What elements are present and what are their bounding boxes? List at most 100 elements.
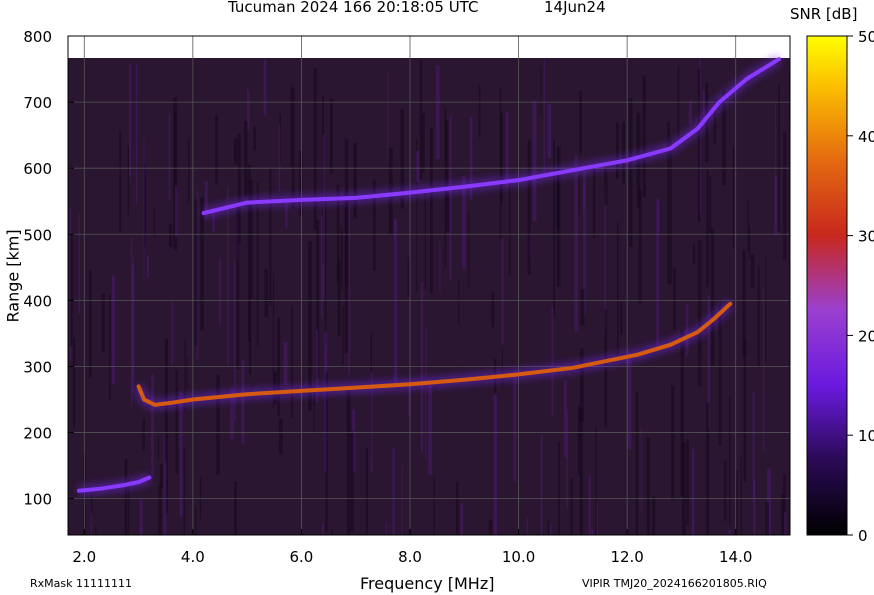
noise-streak — [73, 337, 76, 428]
noise-streak — [422, 113, 425, 173]
noise-streak — [748, 226, 751, 260]
noise-streak — [95, 525, 97, 535]
noise-streak — [556, 169, 560, 230]
noise-streak — [337, 259, 341, 336]
noise-streak — [420, 282, 424, 453]
noise-streak — [718, 303, 722, 447]
noise-layer — [68, 36, 791, 535]
noise-streak — [90, 492, 93, 513]
noise-streak — [526, 517, 529, 535]
noise-streak — [729, 396, 731, 525]
noise-streak — [416, 138, 418, 292]
noise-streak — [322, 133, 325, 302]
noise-streak — [372, 179, 376, 271]
noise-streak — [558, 442, 560, 535]
noise-streak — [657, 201, 659, 232]
noise-streak — [241, 360, 245, 444]
noise-streak — [168, 224, 173, 247]
noise-streak — [70, 234, 73, 347]
noise-streak — [233, 481, 237, 535]
traces — [76, 54, 782, 496]
noise-streak — [230, 388, 234, 441]
noise-streak — [212, 208, 216, 232]
noise-streak — [435, 65, 440, 160]
trace-line — [201, 57, 782, 216]
noise-streak — [579, 348, 584, 422]
noise-streak — [133, 254, 135, 384]
noise-streak — [788, 69, 791, 126]
colorbar-tick-label: 20 — [858, 327, 874, 345]
noise-streak — [88, 269, 92, 378]
noise-streak — [628, 97, 633, 247]
noise-streak — [740, 455, 742, 535]
colorbar-label: SNR [dB] — [790, 5, 858, 23]
noise-streak — [501, 237, 504, 345]
colorbar-tick-label: 30 — [858, 228, 874, 246]
noise-streak — [596, 501, 599, 535]
noise-streak — [547, 520, 549, 535]
noise-streak — [298, 150, 303, 216]
noise-streak — [433, 477, 435, 535]
noise-streak — [247, 89, 250, 130]
noise-streak — [462, 176, 466, 270]
noise-streak — [387, 72, 389, 162]
noise-streak — [164, 338, 168, 513]
y-tick-label: 700 — [23, 94, 52, 112]
noise-streak — [778, 85, 780, 232]
noise-streak — [566, 409, 568, 508]
noise-streak — [419, 59, 423, 179]
y-axis: 100 200 300 400 500 600 700 800 — [23, 28, 74, 509]
noise-streak — [591, 529, 594, 535]
noise-streak — [578, 175, 580, 215]
noise-streak — [580, 289, 585, 326]
noise-streak — [671, 385, 675, 501]
noise-streak — [131, 264, 134, 392]
noise-streak — [424, 191, 426, 290]
noise-streak — [278, 124, 281, 193]
noise-streak — [509, 178, 511, 275]
y-tick-label: 600 — [23, 160, 52, 178]
noise-streak — [157, 435, 159, 460]
noise-streak — [159, 463, 164, 489]
noise-streak — [686, 438, 689, 526]
y-tick-label: 800 — [23, 28, 52, 46]
noise-streak — [478, 85, 481, 138]
noise-streak — [527, 140, 531, 275]
noise-streak — [344, 187, 349, 354]
noise-streak — [151, 374, 154, 475]
noise-streak — [765, 256, 767, 364]
noise-streak — [604, 162, 608, 206]
noise-streak — [501, 348, 503, 391]
noise-streak — [728, 530, 732, 535]
noise-streak — [593, 165, 596, 239]
noise-streak — [765, 501, 769, 535]
noise-streak — [329, 98, 333, 175]
noise-streak — [757, 267, 760, 367]
noise-streak — [401, 465, 403, 535]
noise-streak — [370, 371, 373, 473]
noise-streak — [579, 90, 582, 155]
noise-streak — [128, 477, 130, 535]
source-file-label: VIPIR TMJ20_2024166201805.RIQ — [582, 577, 767, 590]
noise-streak — [688, 100, 693, 125]
noise-streak — [164, 461, 167, 535]
noise-streak — [342, 305, 344, 365]
noise-streak — [735, 470, 738, 535]
noise-streak — [646, 437, 651, 535]
noise-streak — [350, 431, 354, 532]
noise-streak — [341, 229, 343, 290]
noise-streak — [706, 402, 710, 535]
noise-streak — [652, 496, 656, 535]
noise-streak — [570, 477, 573, 535]
noise-streak — [751, 254, 755, 289]
noise-streak — [583, 171, 586, 315]
noise-streak — [316, 220, 320, 379]
noise-streak — [264, 268, 269, 318]
colorbar-tick-label: 50 — [858, 28, 874, 46]
noise-streak — [247, 164, 251, 343]
noise-streak — [513, 370, 517, 482]
noise-streak — [493, 394, 497, 535]
noise-streak — [656, 198, 660, 349]
noise-streak — [460, 503, 464, 535]
